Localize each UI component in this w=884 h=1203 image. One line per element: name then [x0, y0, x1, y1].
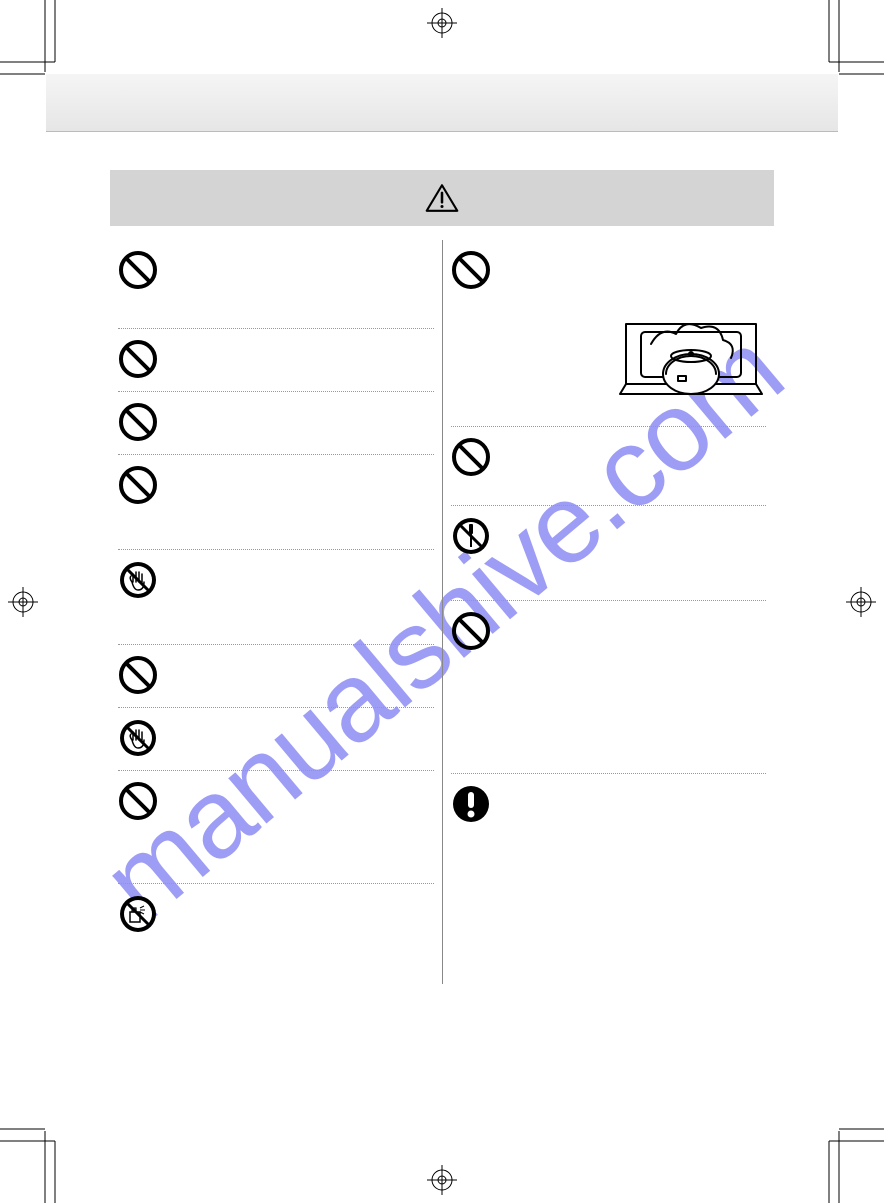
- prohibit-icon: [451, 611, 491, 651]
- safety-item: [118, 550, 434, 645]
- page-header-band: [46, 74, 838, 132]
- registration-mark-bottom: [427, 1165, 457, 1195]
- safety-item: [451, 506, 767, 601]
- safety-item: [118, 392, 434, 455]
- safety-item: [118, 884, 434, 984]
- safety-item: [118, 708, 434, 771]
- safety-item: [118, 240, 434, 329]
- page-content: [110, 170, 774, 1143]
- prohibit-icon: [118, 781, 158, 821]
- no-touch-icon: [118, 718, 158, 758]
- right-column: [443, 240, 775, 984]
- prohibit-icon: [451, 437, 491, 477]
- safety-item: [451, 427, 767, 506]
- warning-triangle-icon: [425, 183, 459, 213]
- warning-heading-band: [110, 170, 774, 226]
- safety-item: [118, 645, 434, 708]
- prohibit-icon: [118, 402, 158, 442]
- prohibit-icon: [118, 465, 158, 505]
- crop-mark-bottom-right: [804, 1103, 884, 1203]
- registration-mark-top: [427, 8, 457, 38]
- registration-mark-right: [846, 587, 876, 617]
- registration-mark-left: [8, 587, 38, 617]
- safety-item: [118, 771, 434, 884]
- safety-item: [118, 329, 434, 392]
- left-column: [110, 240, 443, 984]
- no-spray-icon: [118, 894, 158, 934]
- safety-item: [118, 455, 434, 550]
- prohibit-icon: [118, 655, 158, 695]
- safety-item: [451, 601, 767, 774]
- no-disassemble-icon: [451, 516, 491, 556]
- cooker-steam-illustration: [616, 304, 766, 414]
- prohibit-icon: [118, 339, 158, 379]
- safety-item: [451, 774, 767, 946]
- no-touch-icon: [118, 560, 158, 600]
- mandatory-icon: [451, 784, 491, 824]
- prohibit-icon: [451, 250, 491, 290]
- prohibit-icon: [118, 250, 158, 290]
- crop-mark-bottom-left: [0, 1103, 80, 1203]
- safety-item: [451, 240, 767, 427]
